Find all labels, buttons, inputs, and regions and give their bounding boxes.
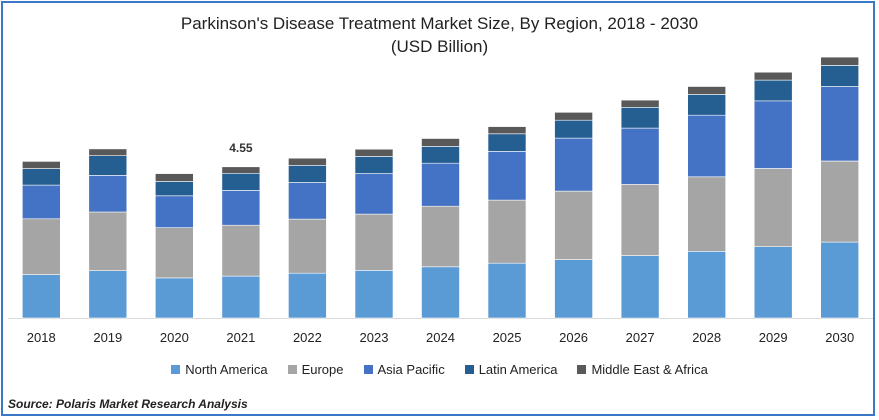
bar-segment-2021-latin-america — [221, 172, 261, 191]
bar-segment-2024-asia-pacific — [421, 162, 460, 207]
bar-segment-2024-north-america — [421, 266, 460, 319]
bar-segment-2027-middle-east-africa — [620, 99, 660, 108]
bar-segment-2026-latin-america — [554, 119, 593, 139]
bar-segment-2028-north-america — [687, 251, 727, 319]
bar-segment-2021-europe — [221, 224, 261, 277]
bar-segment-2019-latin-america — [88, 155, 128, 176]
legend-item-north-america: North America — [171, 362, 268, 377]
bar-segment-2020-latin-america — [155, 181, 194, 197]
legend-swatch — [464, 365, 474, 374]
chart-title: Parkinson's Disease Treatment Market Siz… — [180, 14, 699, 33]
bar-segment-2018-europe — [21, 218, 61, 275]
bar-segment-2020-europe — [155, 227, 194, 279]
bar-segment-2027-north-america — [620, 255, 660, 319]
bar-segment-2022-north-america — [288, 272, 327, 319]
legend-item-middle-east-africa: Middle East & Africa — [577, 362, 708, 377]
source-note: Source: Polaris Market Research Analysis — [8, 397, 248, 411]
bar-segment-2020-asia-pacific — [155, 195, 194, 229]
x-tick-label-2025: 2025 — [493, 330, 522, 345]
x-tick-label-2027: 2027 — [626, 330, 655, 345]
bar-segment-2021-north-america — [221, 275, 261, 319]
bar-segment-2024-middle-east-africa — [421, 138, 460, 147]
bar-segment-2023-middle-east-africa — [354, 148, 394, 157]
legend-swatch — [577, 365, 587, 374]
bar-segment-2026-north-america — [554, 259, 593, 319]
legend-item-europe: Europe — [287, 362, 344, 377]
bar-segment-2025-north-america — [487, 262, 527, 319]
legend-label: North America — [185, 362, 268, 377]
bar-segment-2028-middle-east-africa — [687, 86, 727, 95]
bar-segment-2027-latin-america — [620, 107, 660, 129]
legend-item-latin-america: Latin America — [464, 362, 558, 377]
bar-segment-2018-asia-pacific — [21, 184, 61, 220]
bar-segment-2023-asia-pacific — [354, 173, 394, 215]
bar-segment-2020-north-america — [155, 277, 194, 319]
bar-segment-2030-asia-pacific — [820, 86, 860, 162]
bar-segment-2021-asia-pacific — [221, 190, 261, 226]
legend-swatch — [171, 365, 181, 374]
bar-segment-2026-europe — [554, 190, 593, 260]
bar-segment-2019-asia-pacific — [88, 175, 128, 213]
bar-segment-2029-middle-east-africa — [753, 71, 793, 81]
bar-segment-2021-middle-east-africa — [221, 166, 261, 174]
data-label-2021: 4.55 — [229, 141, 253, 155]
bar-segment-2030-north-america — [820, 241, 860, 319]
bar-segment-2022-middle-east-africa — [288, 157, 327, 166]
chart-subtitle: (USD Billion) — [390, 37, 489, 56]
bar-segment-2030-middle-east-africa — [820, 56, 860, 66]
bar-segment-2023-north-america — [354, 269, 394, 319]
bar-segment-2026-asia-pacific — [554, 137, 593, 192]
bar-segment-2019-middle-east-africa — [88, 148, 128, 156]
bar-segment-2020-middle-east-africa — [155, 173, 194, 182]
x-tick-label-2020: 2020 — [160, 330, 189, 345]
bar-segment-2018-latin-america — [21, 168, 61, 186]
x-tick-label-2028: 2028 — [692, 330, 721, 345]
bar-segment-2025-asia-pacific — [487, 151, 527, 201]
x-tick-label-2029: 2029 — [759, 330, 788, 345]
bar-segment-2028-asia-pacific — [687, 114, 727, 178]
bar-segment-2026-middle-east-africa — [554, 112, 593, 121]
chart-legend: North America Europe Asia Pacific Latin Ame… — [0, 362, 879, 377]
bar-segment-2030-latin-america — [820, 65, 860, 87]
legend-label: Middle East & Africa — [591, 362, 708, 377]
x-tick-label-2018: 2018 — [27, 330, 56, 345]
bar-segment-2028-latin-america — [687, 94, 727, 116]
bar-segment-2024-europe — [421, 205, 460, 268]
legend-swatch — [363, 365, 373, 374]
bar-segment-2030-europe — [820, 160, 860, 243]
bar-segment-2023-latin-america — [354, 156, 394, 174]
bar-segment-2029-latin-america — [753, 79, 793, 102]
legend-label: Asia Pacific — [377, 362, 445, 377]
bar-segment-2019-north-america — [88, 270, 128, 319]
legend-item-asia-pacific: Asia Pacific — [363, 362, 445, 377]
bar-segment-2029-asia-pacific — [753, 100, 793, 169]
bar-segment-2025-latin-america — [487, 133, 527, 152]
bar-segment-2023-europe — [354, 213, 394, 271]
bar-segment-2018-middle-east-africa — [21, 161, 61, 169]
x-tick-label-2023: 2023 — [360, 330, 389, 345]
x-tick-label-2024: 2024 — [426, 330, 455, 345]
bar-segment-2018-north-america — [21, 274, 61, 319]
legend-label: Latin America — [478, 362, 558, 377]
legend-label: Europe — [301, 362, 344, 377]
bar-segment-2029-europe — [753, 168, 793, 248]
x-tick-label-2019: 2019 — [93, 330, 122, 345]
bar-segment-2019-europe — [88, 211, 128, 271]
bar-segment-2022-asia-pacific — [288, 182, 327, 220]
bar-segment-2027-europe — [620, 184, 660, 256]
bar-segment-2022-europe — [288, 218, 327, 274]
legend-swatch — [287, 365, 297, 374]
x-tick-label-2021: 2021 — [226, 330, 255, 345]
x-tick-label-2022: 2022 — [293, 330, 322, 345]
bar-segment-2025-middle-east-africa — [487, 126, 527, 135]
bar-segment-2025-europe — [487, 199, 527, 264]
bar-segment-2028-europe — [687, 176, 727, 252]
bar-segment-2024-latin-america — [421, 146, 460, 164]
bar-segment-2022-latin-america — [288, 165, 327, 183]
bar-segment-2029-north-america — [753, 246, 793, 319]
x-tick-label-2030: 2030 — [825, 330, 854, 345]
bar-segment-2027-asia-pacific — [620, 127, 660, 185]
x-tick-label-2026: 2026 — [559, 330, 588, 345]
